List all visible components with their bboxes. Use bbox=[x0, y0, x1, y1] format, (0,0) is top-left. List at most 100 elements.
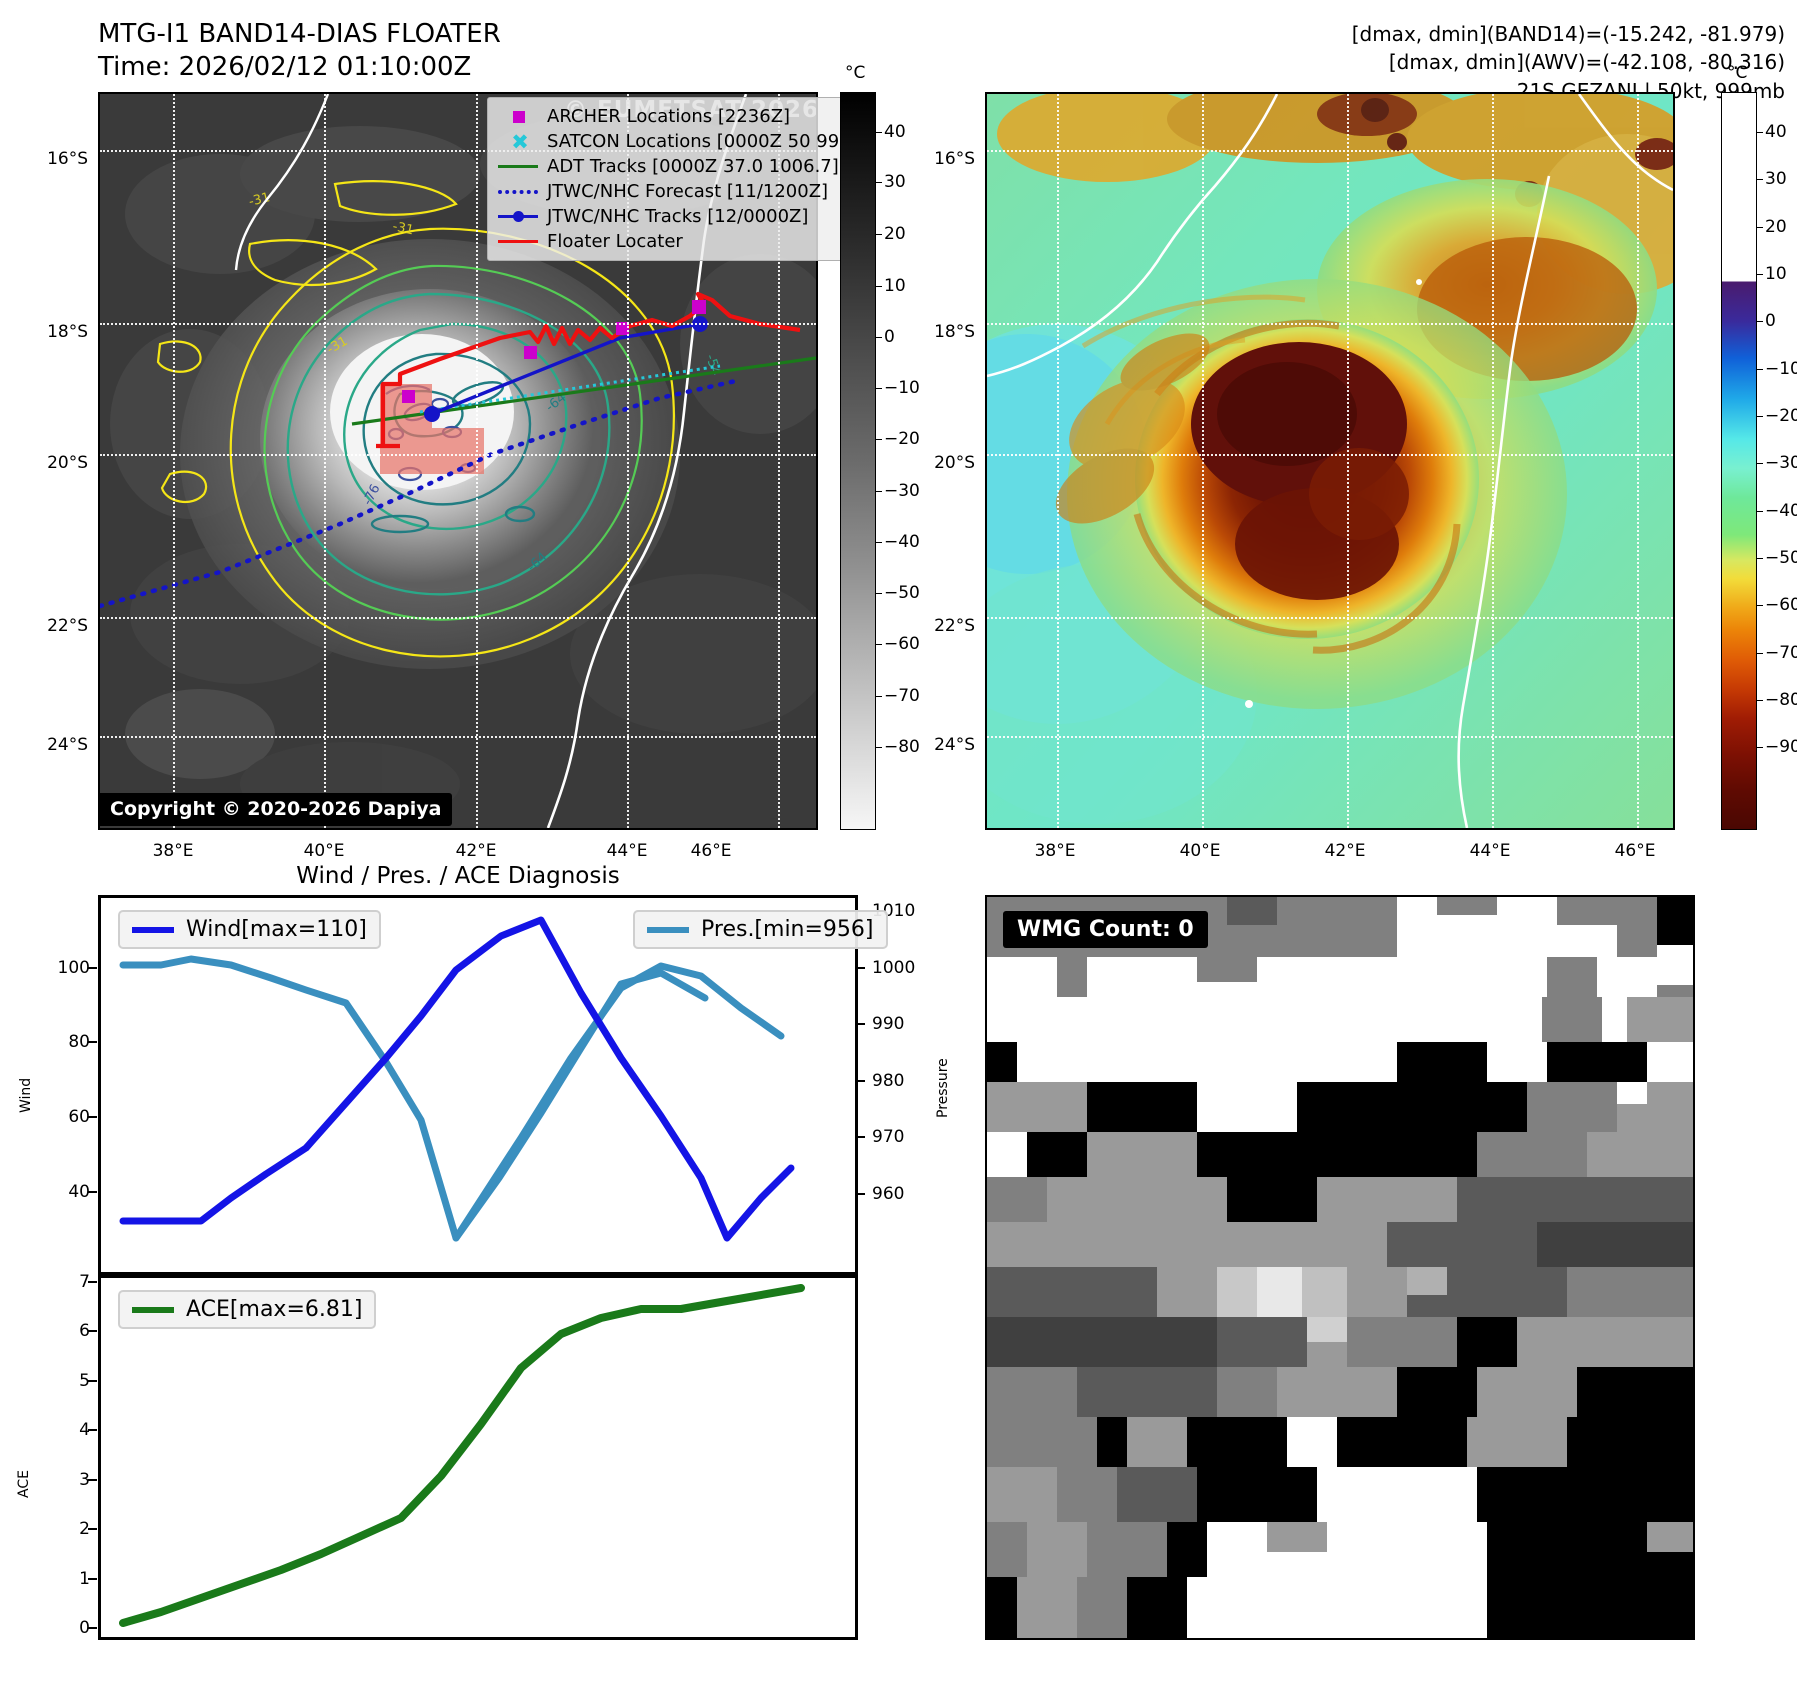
jtwc-track-point bbox=[424, 406, 440, 422]
ace-tick-mark bbox=[88, 1380, 97, 1382]
right-colorbar-tick: −50 bbox=[1757, 548, 1797, 568]
stats-band14: [dmax, dmin](BAND14)=(-15.242, -81.979) bbox=[1351, 22, 1785, 46]
legend-label: ADT Tracks [0000Z 37.0 1006.7] bbox=[547, 155, 839, 177]
contour-teal bbox=[286, 292, 611, 596]
ace-svg bbox=[119, 1284, 805, 1627]
left-colorbar-tick: −30 bbox=[876, 481, 920, 501]
wind-legend-swatch-icon bbox=[132, 926, 174, 933]
pressure-tick-label: 960 bbox=[872, 1184, 905, 1204]
line-with-dot-icon bbox=[495, 207, 541, 227]
right-colorbar-enhanced-ir[interactable] bbox=[1721, 92, 1757, 830]
stats-awv: [dmax, dmin](AWV)=(-42.108, -80.316) bbox=[1388, 50, 1785, 75]
left-map-lat-label: 24°S bbox=[47, 735, 88, 755]
pressure-tick-mark bbox=[856, 1080, 865, 1082]
legend-item-jtwc-forecast[interactable]: JTWC/NHC Forecast [11/1200Z] bbox=[495, 179, 858, 204]
legend-label: SATCON Locations [0000Z 50 998] bbox=[547, 130, 858, 152]
right-map-lon-label: 44°E bbox=[1469, 841, 1511, 861]
wind-tick-label: 60 bbox=[68, 1107, 90, 1127]
left-colorbar-tick: −20 bbox=[876, 429, 920, 449]
right-colorbar-tick: −80 bbox=[1757, 690, 1797, 710]
right-map-lon-label: 42°E bbox=[1324, 841, 1366, 861]
ace-tick-mark bbox=[88, 1578, 97, 1580]
wind-tick-label: 100 bbox=[57, 958, 90, 978]
ace-tick-label: 6 bbox=[79, 1321, 90, 1341]
copyright-badge: Copyright © 2020-2026 Dapiya bbox=[100, 793, 453, 826]
pressure-legend[interactable]: Pres.[min=956] bbox=[633, 910, 888, 949]
right-colorbar-tick: 30 bbox=[1757, 169, 1787, 189]
right-map-svg bbox=[987, 94, 1673, 828]
product-title: MTG-I1 BAND14-DIAS FLOATER bbox=[98, 19, 501, 49]
solid-line-icon bbox=[495, 232, 541, 252]
ace-tick-mark bbox=[88, 1330, 97, 1332]
contour-lightgreen bbox=[263, 264, 643, 621]
right-map-lat-label: 20°S bbox=[934, 453, 975, 473]
wind-tick-mark bbox=[88, 1191, 97, 1193]
ace-legend-swatch-icon bbox=[132, 1306, 174, 1313]
right-map-enhanced-ir-image[interactable] bbox=[985, 92, 1675, 830]
x-marker-icon: ✖ bbox=[511, 129, 529, 154]
left-map-lon-label: 38°E bbox=[152, 841, 194, 861]
legend-item-adt[interactable]: ADT Tracks [0000Z 37.0 1006.7] bbox=[495, 154, 858, 179]
legend-label: JTWC/NHC Tracks [12/0000Z] bbox=[547, 205, 809, 227]
pressure-tick-mark bbox=[856, 967, 865, 969]
wind-legend-label: Wind[max=110] bbox=[186, 917, 367, 942]
ace-legend[interactable]: ACE[max=6.81] bbox=[118, 1290, 377, 1329]
ace-tick-label: 1 bbox=[79, 1569, 90, 1589]
ace-tick-label: 0 bbox=[79, 1618, 90, 1638]
pressure-tick-mark bbox=[856, 1023, 865, 1025]
left-colorbar-tick: 0 bbox=[876, 327, 895, 347]
pressure-tick-label: 980 bbox=[872, 1071, 905, 1091]
satcon-locations-line bbox=[419, 364, 721, 414]
jtwc-track-point bbox=[692, 316, 708, 332]
legend-label: ARCHER Locations [2236Z] bbox=[547, 105, 791, 127]
wind-pressure-chart[interactable] bbox=[98, 895, 858, 1275]
coastline-northwest bbox=[987, 94, 1279, 378]
wind-axis-title: Wind bbox=[18, 1077, 34, 1113]
right-colorbar-tick: −10 bbox=[1757, 359, 1797, 379]
wmg-panel[interactable]: WMG Count: 0 bbox=[985, 895, 1695, 1640]
ace-legend-label: ACE[max=6.81] bbox=[186, 1297, 363, 1322]
ace-tick-mark bbox=[88, 1479, 97, 1481]
coastline-northeast bbox=[1577, 94, 1673, 192]
contour-yellow bbox=[156, 180, 675, 658]
legend-item-archer[interactable]: ARCHER Locations [2236Z] bbox=[495, 104, 858, 129]
coastline-left bbox=[234, 94, 330, 271]
pressure-legend-swatch-icon bbox=[647, 926, 689, 933]
wmg-count-badge: WMG Count: 0 bbox=[1003, 911, 1208, 948]
left-colorbar-tick: 20 bbox=[876, 224, 906, 244]
right-map-lat-label: 16°S bbox=[934, 149, 975, 169]
pressure-tick-mark bbox=[856, 1193, 865, 1195]
left-map-legend[interactable]: ARCHER Locations [2236Z] ✖ SATCON Locati… bbox=[487, 97, 868, 261]
wind-tick-mark bbox=[88, 1041, 97, 1043]
left-colorbar-grayscale[interactable] bbox=[840, 92, 876, 830]
right-colorbar-tick: 20 bbox=[1757, 217, 1787, 237]
left-colorbar-tick: −50 bbox=[876, 583, 920, 603]
pressure-series-line bbox=[119, 955, 709, 1242]
legend-item-jtwc-track[interactable]: JTWC/NHC Tracks [12/0000Z] bbox=[495, 204, 858, 229]
solid-line-icon bbox=[495, 157, 541, 177]
legend-item-floater[interactable]: Floater Locater bbox=[495, 229, 858, 254]
ace-chart[interactable] bbox=[98, 1275, 858, 1640]
legend-item-satcon[interactable]: ✖ SATCON Locations [0000Z 50 998] bbox=[495, 129, 858, 154]
right-colorbar-tick: 0 bbox=[1757, 311, 1776, 331]
archer-location-markers bbox=[402, 300, 706, 403]
right-map-lat-label: 24°S bbox=[934, 735, 975, 755]
left-colorbar-tick: 40 bbox=[876, 122, 906, 142]
left-colorbar-tick: −10 bbox=[876, 378, 920, 398]
left-map-lat-label: 16°S bbox=[47, 149, 88, 169]
wind-legend[interactable]: Wind[max=110] bbox=[118, 910, 381, 949]
left-map-lat-label: 20°S bbox=[47, 453, 88, 473]
scene-stats: [dmax, dmin](BAND14)=(-15.242, -81.979) … bbox=[1352, 20, 1785, 105]
wind-tick-label: 80 bbox=[68, 1032, 90, 1052]
right-colorbar-tick: −90 bbox=[1757, 737, 1797, 757]
left-colorbar-tick: −40 bbox=[876, 532, 920, 552]
legend-label: Floater Locater bbox=[547, 230, 683, 252]
left-colorbar-tick: 30 bbox=[876, 172, 906, 192]
pressure-tick-label: 990 bbox=[872, 1014, 905, 1034]
square-marker-icon bbox=[495, 107, 541, 127]
left-map-ir-image[interactable]: -31 -31 -31 -54 -64 -64 -76 bbox=[98, 92, 818, 830]
right-map-lon-label: 38°E bbox=[1034, 841, 1076, 861]
right-colorbar-tick: −70 bbox=[1757, 643, 1797, 663]
ace-tick-label: 2 bbox=[79, 1519, 90, 1539]
